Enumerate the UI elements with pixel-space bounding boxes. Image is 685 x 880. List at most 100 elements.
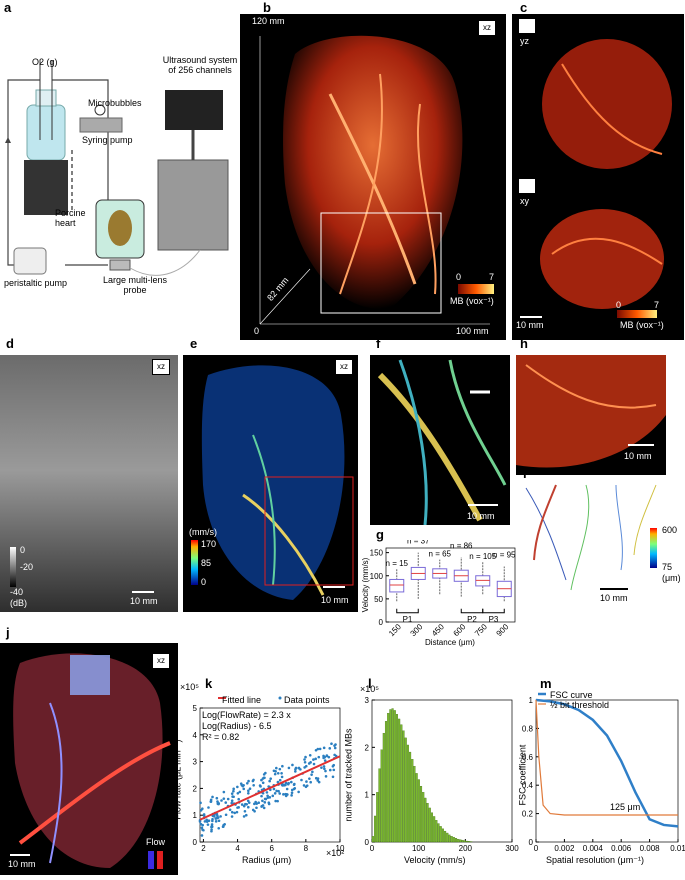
data-point <box>242 784 245 787</box>
data-point <box>201 824 204 827</box>
panel-label-m: m <box>540 676 552 691</box>
data-point <box>257 801 260 804</box>
data-point <box>280 772 283 775</box>
data-point <box>243 815 246 818</box>
y-tick-label: 0 <box>529 838 534 847</box>
x-tick-label: 300 <box>409 622 425 638</box>
data-point <box>279 768 282 771</box>
y-tick-label: 0 <box>193 838 198 847</box>
data-point <box>252 780 255 783</box>
data-point <box>332 775 335 778</box>
data-point <box>267 801 270 804</box>
data-point <box>303 766 306 769</box>
data-point <box>264 798 267 801</box>
data-point <box>231 811 234 814</box>
histogram-bar <box>451 836 453 842</box>
histogram-bar <box>407 745 409 842</box>
data-point <box>279 779 282 782</box>
data-point <box>323 765 326 768</box>
data-point <box>260 795 263 798</box>
data-point <box>269 777 272 780</box>
histogram-bar <box>372 836 374 842</box>
data-point <box>281 776 284 779</box>
data-point <box>311 771 314 774</box>
setup-schematic: O2 (g) Microbubbles Syring pump Ultrasou… <box>0 10 240 310</box>
label-porcine-heart: Porcine heart <box>55 208 95 228</box>
series-line <box>536 700 678 815</box>
legend-point-swatch <box>279 697 282 700</box>
data-point <box>243 805 246 808</box>
y-exponent: ×10⁵ <box>360 684 379 694</box>
data-point <box>319 748 322 751</box>
n-label: n = 86 <box>450 541 473 550</box>
data-point <box>236 811 239 814</box>
x-tick-label: 4 <box>235 844 240 853</box>
histogram-bar <box>387 713 389 842</box>
data-point <box>255 806 258 809</box>
histogram-bar <box>405 738 407 842</box>
velocity-zoom-render <box>370 355 510 525</box>
data-point <box>308 762 311 765</box>
view-cube-icon: xz <box>478 20 496 36</box>
data-point <box>293 783 296 786</box>
data-point <box>274 773 277 776</box>
data-point <box>263 776 266 779</box>
data-point <box>263 807 266 810</box>
data-point <box>210 800 213 803</box>
y-tick-label: 3 <box>193 758 198 767</box>
y-tick-label: 0.8 <box>522 724 534 733</box>
velocity-unit: (mm/s) <box>189 527 217 537</box>
data-point <box>210 828 213 831</box>
data-point <box>223 797 226 800</box>
scale-bar-label: 10 mm <box>8 859 36 869</box>
r-squared: R² = 0.82 <box>202 732 239 742</box>
histogram-bar <box>381 750 383 842</box>
legend-fitted-line: Fitted line <box>222 695 261 705</box>
x-tick-label: 0 <box>370 844 375 853</box>
data-point <box>294 768 297 771</box>
data-point <box>308 777 311 780</box>
data-point <box>268 780 271 783</box>
histogram-bar <box>374 816 376 842</box>
data-point <box>266 794 269 797</box>
data-point <box>227 798 230 801</box>
velocity-map-xz: xz (mm/s) 170 85 0 10 mm <box>183 355 358 612</box>
legend-half-bit: ½ bit threshold <box>550 700 609 710</box>
heart-render-c <box>512 14 684 340</box>
data-point <box>320 766 323 769</box>
scale-bar-label: 10 mm <box>516 320 544 330</box>
y-axis-label: Velocity (mm/s) <box>361 557 370 612</box>
histogram-bar <box>427 803 429 842</box>
bracket-label: P2 <box>467 615 477 624</box>
histogram-bar <box>446 833 448 842</box>
data-point <box>293 787 296 790</box>
scale-bar-label: 10 mm <box>467 511 495 521</box>
data-point <box>263 801 266 804</box>
bracket <box>483 609 505 613</box>
data-point <box>246 782 249 785</box>
y-axis-label: FSC coefficient <box>517 745 527 806</box>
data-point <box>245 814 248 817</box>
x-tick-label: 100 <box>412 844 426 853</box>
data-point <box>310 773 313 776</box>
histogram-bar <box>431 813 433 842</box>
data-point <box>306 784 309 787</box>
histogram-bar <box>409 752 411 842</box>
data-point <box>273 769 276 772</box>
data-point <box>261 799 264 802</box>
scale-bar-label: 10 mm <box>321 595 349 605</box>
y-tick-label: 1 <box>193 811 198 820</box>
histogram-bar <box>453 837 455 842</box>
data-point <box>303 758 306 761</box>
colorbar-min: 0 <box>456 272 461 282</box>
data-point <box>240 782 243 785</box>
data-point <box>315 749 318 752</box>
data-point <box>305 780 308 783</box>
data-point <box>278 792 281 795</box>
data-point <box>232 795 235 798</box>
data-point <box>199 802 202 805</box>
histogram-bar <box>464 841 466 842</box>
data-point <box>277 790 280 793</box>
histogram-bar <box>460 840 462 842</box>
data-point <box>330 742 333 745</box>
